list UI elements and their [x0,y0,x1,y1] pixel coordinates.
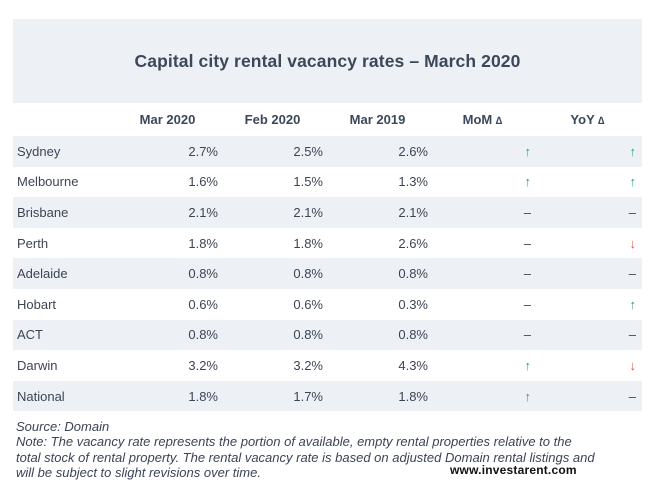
mar-2019-value: 0.8% [398,327,428,343]
table-header-row: Mar 2020 Feb 2020 Mar 2019 MoM ∆ YoY ∆ [13,103,642,136]
table-row: Sydney 2.7% 2.5% 2.6% ↑ ↑ [13,136,642,167]
source-note: Source: Domain [16,419,110,434]
delta-icon: ∆ [495,115,503,127]
table-row: Perth 1.8% 1.8% 2.6% – ↓ [13,227,642,259]
mom-trend-up-icon: ↑ [524,388,532,404]
delta-icon: ∆ [598,115,605,127]
table-body: Sydney 2.7% 2.5% 2.6% ↑ ↑ Melbourne 1.6% 1.5% 1.3… [13,136,642,412]
feb-2020-value: 2.1% [293,204,323,220]
note-line: Note: The vacancy rate represents the po… [16,434,572,450]
mar-2020-value: 3.2% [188,357,218,373]
feb-2020-value: 0.8% [293,327,323,343]
yoy-trend-down-icon: ↓ [629,235,637,251]
city-cell: Perth [17,235,49,251]
mar-2019-value: 2.1% [398,204,428,220]
website-url: www.investarent.com [450,463,577,477]
city-cell: Melbourne [17,174,79,190]
mar-2019-value: 0.8% [398,266,428,282]
mar-2020-value: 0.8% [188,327,218,343]
table-row: National 1.8% 1.7% 1.8% ↑ – [13,380,642,412]
vacancy-rates-card: Capital city rental vacancy rates – Marc… [13,19,642,412]
city-cell: National [17,388,65,404]
mom-trend-flat-icon: – [523,204,531,220]
yoy-trend-flat-icon: – [628,266,636,282]
mom-trend-up-icon: ↑ [524,143,532,159]
table-row: ACT 0.8% 0.8% 0.8% – – [13,319,642,351]
city-cell: Darwin [17,357,58,373]
column-header-label: Mar 2020 [139,112,196,127]
mar-2019-value: 2.6% [398,143,428,159]
yoy-trend-down-icon: ↓ [629,357,637,373]
note-line: will be subject to slight revisions over… [16,464,261,480]
column-header-yoy: YoY ∆ [535,112,640,127]
yoy-trend-up-icon: ↑ [629,174,637,190]
city-cell: ACT [17,327,43,343]
mar-2020-value: 1.6% [188,174,218,190]
feb-2020-value: 1.8% [293,235,323,251]
mar-2020-value: 2.7% [188,143,218,159]
mar-2020-value: 2.1% [188,204,218,220]
yoy-trend-flat-icon: – [628,204,636,220]
mar-2019-value: 2.6% [398,235,428,251]
yoy-trend-up-icon: ↑ [629,143,637,159]
mar-2019-value: 4.3% [398,357,428,373]
table-row: Adelaide 0.8% 0.8% 0.8% – – [13,258,642,289]
table-row: Brisbane 2.1% 2.1% 2.1% – – [13,197,642,228]
feb-2020-value: 0.6% [293,296,323,312]
title-band: Capital city rental vacancy rates – Marc… [13,19,642,103]
column-header-label: YoY [570,112,595,127]
mom-trend-up-icon: ↑ [524,357,532,373]
mom-trend-flat-icon: – [523,235,531,251]
page-title: Capital city rental vacancy rates – Marc… [134,50,521,71]
mom-trend-flat-icon: – [523,327,531,343]
column-header-label: Mar 2019 [349,112,406,127]
feb-2020-value: 2.5% [293,143,323,159]
yoy-trend-flat-icon: – [628,388,636,404]
footer-notes: Source: Domain Note: The vacancy rate re… [16,419,648,480]
column-header-label: MoM [462,112,493,127]
column-header-mar-2019: Mar 2019 [325,112,430,127]
mar-2020-value: 0.6% [188,296,218,312]
city-cell: Hobart [17,296,57,312]
yoy-trend-flat-icon: – [628,327,636,343]
yoy-trend-up-icon: ↑ [629,296,637,312]
mar-2020-value: 1.8% [188,388,218,404]
mom-trend-up-icon: ↑ [524,174,532,190]
column-header-mom: MoM ∆ [430,112,535,127]
feb-2020-value: 1.7% [293,388,323,404]
city-cell: Adelaide [17,266,68,282]
mar-2020-value: 0.8% [188,266,218,282]
table-row: Darwin 3.2% 3.2% 4.3% ↑ ↓ [13,350,642,381]
note-line: total stock of rental property. The rent… [16,449,595,465]
table-row: Melbourne 1.6% 1.5% 1.3% ↑ ↑ [13,166,642,198]
column-header-label: Feb 2020 [244,112,301,127]
feb-2020-value: 1.5% [293,174,323,190]
city-cell: Brisbane [17,204,69,220]
column-header-feb-2020: Feb 2020 [220,112,325,127]
column-header-mar-2020: Mar 2020 [115,112,220,127]
mom-trend-flat-icon: – [523,296,531,312]
table-row: Hobart 0.6% 0.6% 0.3% – ↑ [13,288,642,320]
mar-2019-value: 1.3% [398,174,428,190]
feb-2020-value: 3.2% [293,357,323,373]
city-cell: Sydney [17,143,61,159]
mom-trend-flat-icon: – [523,266,531,282]
feb-2020-value: 0.8% [293,266,323,282]
mar-2019-value: 0.3% [398,296,428,312]
mar-2020-value: 1.8% [188,235,218,251]
mar-2019-value: 1.8% [398,388,428,404]
